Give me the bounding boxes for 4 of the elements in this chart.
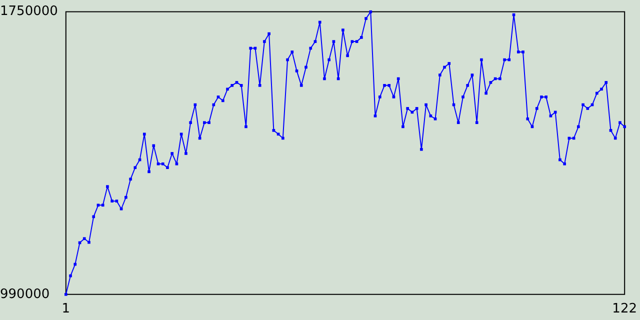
- x-tick-label: 1: [62, 302, 70, 317]
- y-tick-label: 990000: [0, 286, 50, 302]
- y-tick-label: 1750000: [0, 4, 58, 20]
- x-tick-label: 122: [612, 302, 638, 317]
